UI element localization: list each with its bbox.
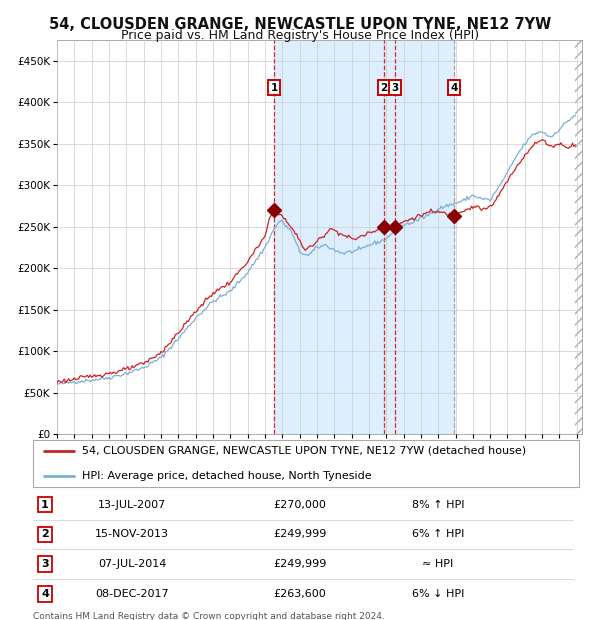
Text: 2: 2 (380, 82, 388, 92)
Text: 4: 4 (451, 82, 458, 92)
Text: HPI: Average price, detached house, North Tyneside: HPI: Average price, detached house, Nort… (82, 471, 372, 481)
Text: 3: 3 (391, 82, 398, 92)
Text: £249,999: £249,999 (274, 529, 326, 539)
Text: 08-DEC-2017: 08-DEC-2017 (95, 589, 169, 599)
Text: 54, CLOUSDEN GRANGE, NEWCASTLE UPON TYNE, NE12 7YW (detached house): 54, CLOUSDEN GRANGE, NEWCASTLE UPON TYNE… (82, 446, 526, 456)
Text: 54, CLOUSDEN GRANGE, NEWCASTLE UPON TYNE, NE12 7YW: 54, CLOUSDEN GRANGE, NEWCASTLE UPON TYNE… (49, 17, 551, 32)
Text: 07-JUL-2014: 07-JUL-2014 (98, 559, 166, 569)
Text: 6% ↑ HPI: 6% ↑ HPI (412, 529, 464, 539)
Text: 13-JUL-2007: 13-JUL-2007 (98, 500, 166, 510)
Text: 6% ↓ HPI: 6% ↓ HPI (412, 589, 464, 599)
Bar (575, 40, 582, 434)
Text: £249,999: £249,999 (274, 559, 326, 569)
Text: 1: 1 (271, 82, 278, 92)
Text: 4: 4 (41, 589, 49, 599)
Text: Contains HM Land Registry data © Crown copyright and database right 2024.
This d: Contains HM Land Registry data © Crown c… (33, 612, 385, 620)
Bar (274, 40, 454, 434)
Text: £263,600: £263,600 (274, 589, 326, 599)
Text: 15-NOV-2013: 15-NOV-2013 (95, 529, 169, 539)
Text: Price paid vs. HM Land Registry's House Price Index (HPI): Price paid vs. HM Land Registry's House … (121, 29, 479, 42)
Text: 3: 3 (41, 559, 49, 569)
Text: 1: 1 (41, 500, 49, 510)
Text: 8% ↑ HPI: 8% ↑ HPI (412, 500, 464, 510)
Text: ≈ HPI: ≈ HPI (422, 559, 454, 569)
Text: £270,000: £270,000 (274, 500, 326, 510)
Text: 2: 2 (41, 529, 49, 539)
